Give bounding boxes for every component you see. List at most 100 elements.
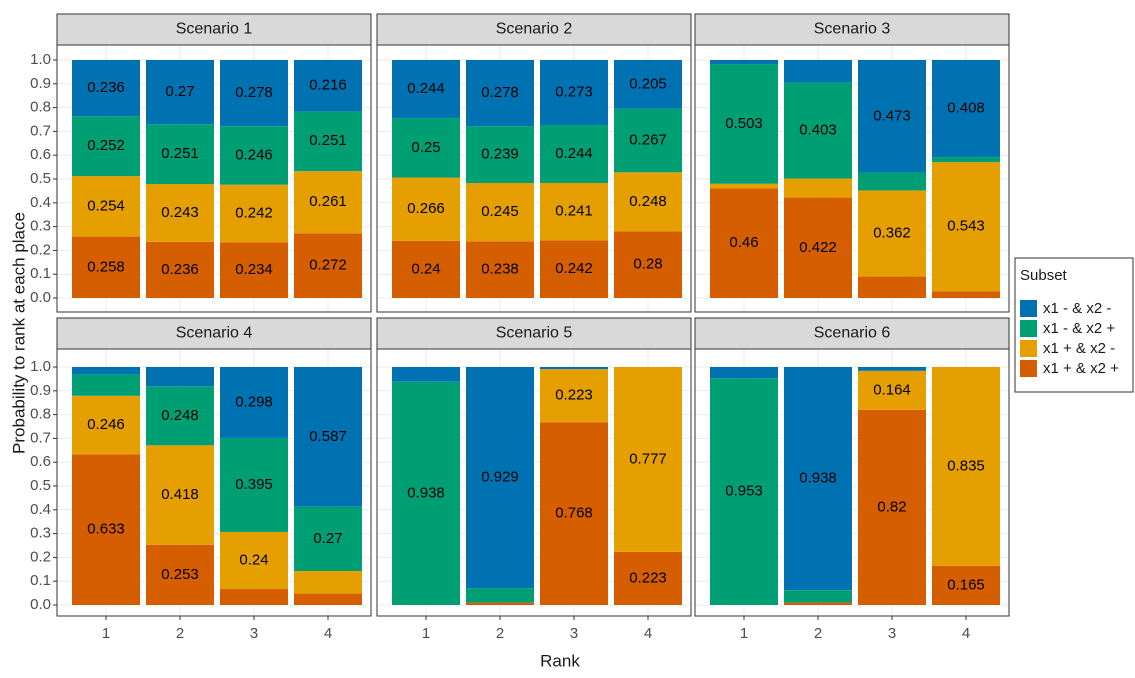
data-label: 0.248 — [161, 407, 199, 424]
data-label: 0.223 — [555, 387, 593, 404]
bar-segment — [392, 177, 460, 241]
data-label: 0.24 — [239, 551, 268, 568]
legend-label: x1 + & x2 - — [1043, 340, 1115, 357]
data-label: 0.238 — [481, 261, 519, 278]
x-tick-label: 2 — [176, 625, 184, 642]
bar-segment — [466, 367, 534, 589]
strip-title: Scenario 6 — [814, 325, 891, 342]
bar-segment — [932, 565, 1000, 605]
data-label: 0.165 — [947, 576, 985, 593]
bar-segment — [146, 544, 214, 605]
bar-segment — [710, 64, 778, 184]
bar-segment — [146, 241, 214, 298]
bar-segment — [540, 367, 608, 370]
data-label: 0.82 — [877, 498, 906, 515]
bar-segment — [146, 386, 214, 446]
bar-segment — [72, 454, 140, 605]
data-label: 0.242 — [235, 204, 273, 221]
strip — [376, 317, 692, 350]
data-label: 0.27 — [165, 83, 194, 100]
bar-segment — [294, 570, 362, 594]
bar-segment — [540, 369, 608, 423]
data-label: 0.503 — [725, 115, 763, 132]
data-label: 0.46 — [729, 234, 758, 251]
bar-segment — [858, 172, 926, 191]
bar-segment — [784, 367, 852, 591]
bar-segment — [540, 124, 608, 184]
data-label: 0.278 — [481, 84, 519, 101]
data-label: 0.929 — [481, 469, 519, 486]
panel-border — [694, 44, 1010, 313]
legend-label: x1 + & x2 + — [1043, 360, 1119, 377]
bar-segment — [784, 178, 852, 198]
strip — [694, 317, 1010, 350]
bar-segment — [220, 589, 288, 605]
panel-border — [56, 44, 372, 313]
bar-segment — [614, 231, 682, 298]
data-label: 0.633 — [87, 521, 125, 538]
x-tick-label: 4 — [644, 625, 652, 642]
legend-box — [1014, 257, 1134, 393]
y-tick-label: 0.3 — [30, 218, 51, 235]
data-label: 0.953 — [725, 483, 763, 500]
data-label: 0.245 — [481, 203, 519, 220]
legend-key — [1020, 340, 1037, 357]
data-label: 0.246 — [87, 416, 125, 433]
bar-segment — [72, 116, 140, 177]
data-label: 0.418 — [161, 486, 199, 503]
data-label: 0.243 — [161, 204, 199, 221]
bar-segment — [72, 367, 140, 375]
legend-key — [1020, 360, 1037, 377]
bar-segment — [146, 60, 214, 125]
bar-segment — [614, 551, 682, 605]
data-label: 0.246 — [235, 146, 273, 163]
strip-title: Scenario 3 — [814, 21, 891, 38]
bar-segment — [614, 108, 682, 173]
y-tick-label: 0.4 — [30, 501, 51, 518]
data-label: 0.239 — [481, 146, 519, 163]
y-tick-label: 1.0 — [30, 358, 51, 375]
data-label: 0.241 — [555, 203, 593, 220]
y-tick-label: 1.0 — [30, 51, 51, 68]
bar-segment — [146, 367, 214, 387]
bar-segment — [220, 242, 288, 298]
y-tick-label: 0.0 — [30, 289, 51, 306]
data-label: 0.236 — [87, 79, 125, 96]
bar-segment — [294, 233, 362, 298]
legend-key — [1020, 320, 1037, 337]
data-label: 0.251 — [309, 132, 347, 149]
x-tick-label: 1 — [740, 625, 748, 642]
bar-segment — [858, 370, 926, 410]
strip — [376, 13, 692, 46]
bar-segment — [466, 60, 534, 127]
data-label: 0.258 — [87, 258, 125, 275]
data-label: 0.473 — [873, 107, 911, 124]
bar-segment — [784, 82, 852, 179]
bar-segment — [540, 422, 608, 605]
bar-segment — [220, 60, 288, 127]
bar-segment — [466, 602, 534, 605]
bar-segment — [784, 602, 852, 605]
bar-segment — [614, 60, 682, 109]
bar-segment — [466, 241, 534, 298]
bar-segment — [710, 188, 778, 298]
legend-label: x1 - & x2 + — [1043, 320, 1115, 337]
bar-segment — [932, 60, 1000, 158]
data-label: 0.236 — [161, 261, 199, 278]
bar-segment — [784, 60, 852, 83]
data-label: 0.422 — [799, 239, 837, 256]
data-label: 0.205 — [629, 75, 667, 92]
data-label: 0.28 — [633, 256, 662, 273]
data-label: 0.587 — [309, 428, 347, 445]
y-tick-label: 0.2 — [30, 548, 51, 565]
x-axis-title: Rank — [540, 651, 580, 670]
y-tick-label: 0.4 — [30, 194, 51, 211]
data-label: 0.395 — [235, 476, 273, 493]
panel-border — [376, 44, 692, 313]
strip — [56, 13, 372, 46]
bar-segment — [294, 111, 362, 172]
bar-segment — [540, 183, 608, 241]
panel-border — [56, 348, 372, 617]
bar-segment — [932, 291, 1000, 298]
